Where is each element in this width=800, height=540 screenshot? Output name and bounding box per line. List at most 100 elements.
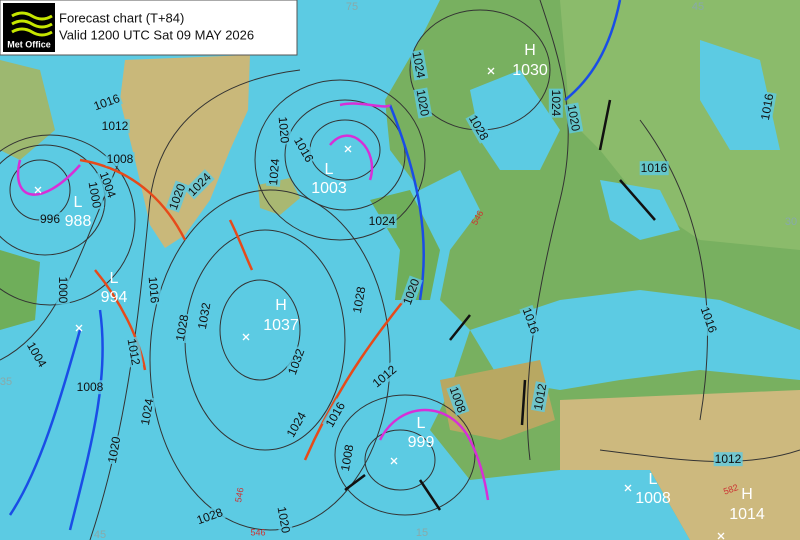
label-backing (38, 212, 62, 227)
label-backing (193, 504, 226, 528)
centre-pressure: 1008 (635, 490, 671, 507)
isobar-label: 1016 (758, 92, 776, 121)
isobar-label: 1000 (56, 277, 70, 304)
isobar-label: 1008 (77, 380, 104, 394)
grid-label: 35 (0, 376, 12, 388)
thickness-label: 582 (722, 482, 740, 497)
label-backing (23, 338, 51, 371)
grid-label: 15 (416, 527, 428, 539)
isobar-label: 1024 (410, 50, 428, 79)
isobar-label: 1028 (350, 285, 368, 314)
valid-time: Valid 1200 UTC Sat 09 MAY 2026 (59, 27, 254, 42)
chart-title: Forecast chart (T+84) (59, 10, 184, 25)
centre-type: L (417, 415, 426, 432)
label-backing (104, 434, 124, 466)
isobar-label: 1032 (195, 301, 213, 330)
label-backing (399, 275, 423, 308)
centre-pressure: 988 (65, 213, 92, 230)
isobar-label: 1020 (414, 88, 432, 117)
logo-text: Met Office (7, 39, 51, 49)
label-backing (757, 91, 777, 123)
centre-pressure: 1014 (729, 506, 765, 523)
label-backing (530, 381, 550, 413)
grid-label: 45 (94, 529, 106, 540)
thickness-label: 546 (250, 527, 265, 537)
isobar-label: 1016 (641, 161, 668, 175)
label-backing (55, 275, 70, 305)
isobar-label: 1024 (549, 90, 563, 117)
label-backing (413, 87, 433, 119)
isobar-label: 1024 (369, 214, 396, 228)
label-backing (275, 115, 293, 146)
label-backing (274, 504, 294, 536)
logo-mark (11, 11, 53, 37)
label-backing (96, 168, 120, 201)
centre-pressure: 1037 (263, 317, 299, 334)
isobar-label: 1012 (531, 382, 549, 411)
isobar-label: 1020 (105, 435, 123, 464)
isobar-label: 1016 (146, 276, 162, 304)
thickness-label: 546 (233, 487, 245, 504)
label-backing (368, 361, 401, 391)
label-backing (145, 275, 163, 306)
label-backing (100, 119, 130, 134)
centre-type: L (325, 161, 334, 178)
label-backing (75, 380, 105, 395)
label-backing (713, 452, 743, 467)
centre-pressure: 994 (101, 289, 128, 306)
label-backing (290, 133, 318, 166)
label-backing (548, 88, 563, 118)
grid-label: 75 (346, 1, 358, 13)
label-backing (337, 442, 357, 474)
centre-marks (34, 67, 725, 540)
label-backing (519, 304, 543, 337)
label-backing (265, 156, 283, 187)
label-backing (322, 398, 349, 431)
label-backing (85, 179, 105, 211)
label-backing (172, 312, 192, 344)
label-backing (124, 336, 144, 368)
isobar-label: 1012 (715, 452, 742, 466)
isobar-label: 1000 (86, 180, 104, 209)
centre-pressure: 999 (408, 434, 435, 451)
isobar-label: 1008 (338, 443, 356, 472)
grid-label: 45 (692, 1, 704, 13)
label-backing (564, 102, 584, 134)
label-backing (409, 49, 429, 81)
label-backing (639, 161, 669, 176)
label-backing (465, 111, 493, 144)
isobar-label: 1024 (138, 397, 156, 426)
label-backing (697, 303, 721, 336)
label-backing (367, 214, 397, 229)
isobar-label: 1020 (275, 505, 293, 534)
label-backing (283, 408, 310, 441)
isobar-label: 1008 (107, 152, 134, 166)
centre-type: L (649, 471, 658, 488)
centre-type: H (275, 297, 287, 314)
centre-pressure: 1003 (311, 180, 347, 197)
isobar-label: 1012 (102, 119, 129, 133)
label-backing (137, 396, 157, 428)
isobar-label: 996 (40, 212, 60, 226)
label-backing (194, 300, 214, 332)
label-backing (90, 90, 123, 114)
label-backing (165, 180, 189, 213)
centre-pressure: 1030 (512, 62, 548, 79)
grid-label: 30 (785, 216, 797, 228)
centre-type: H (524, 42, 536, 59)
isobar-label: 1020 (276, 116, 292, 144)
label-backing (105, 152, 135, 167)
label-backing (284, 345, 308, 378)
centre-type: H (741, 486, 753, 503)
isobar-label: 1012 (125, 337, 143, 366)
centre-type: L (74, 194, 83, 211)
label-backing (446, 383, 470, 416)
label-backing (184, 169, 215, 200)
isobar-label: 1028 (173, 313, 191, 342)
centre-type: L (110, 270, 119, 287)
label-backing (349, 284, 369, 316)
